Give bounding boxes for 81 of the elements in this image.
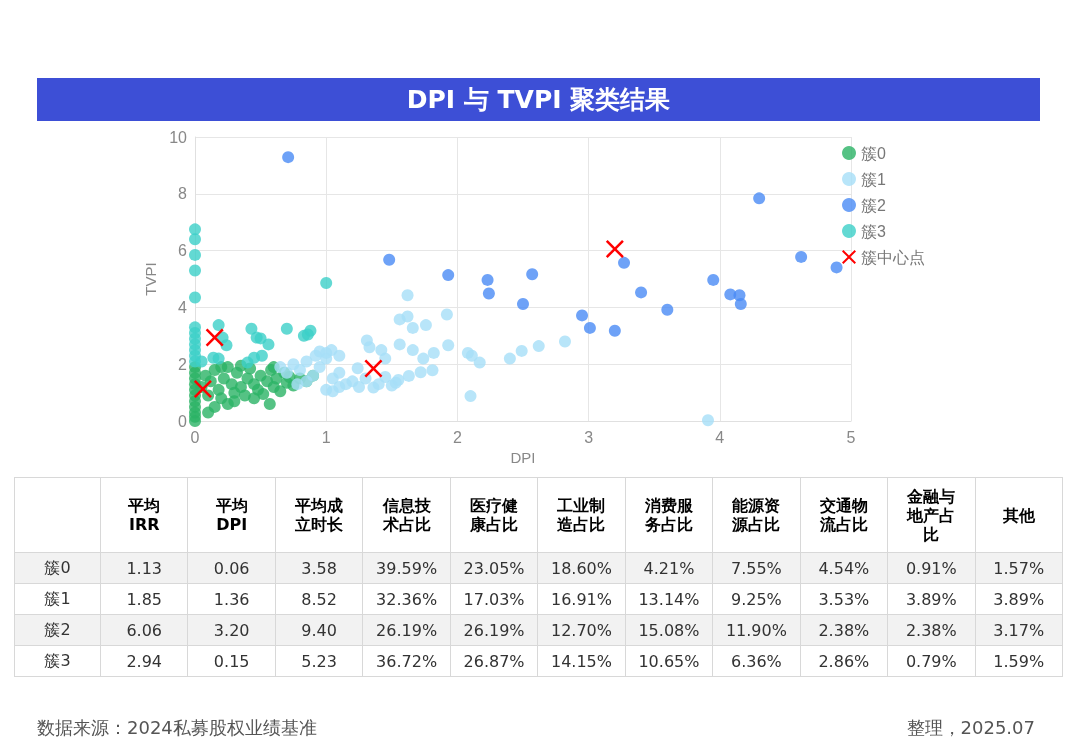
y-tick-label: 6	[178, 242, 188, 260]
text: 3.89%	[993, 589, 1045, 609]
text: 16.91%	[550, 589, 612, 609]
text: 9.25%	[730, 589, 782, 609]
category-label: 金融与地产占比	[887, 477, 976, 553]
text: 1.57%	[993, 558, 1045, 578]
text: 0.79%	[905, 651, 957, 671]
x-tick-label: 3	[584, 428, 594, 446]
text: 1.36	[213, 589, 250, 609]
x-axis-title: DPI	[510, 449, 536, 466]
legend-label: 簇中心点	[861, 248, 925, 266]
text: 5.23	[301, 651, 337, 671]
text: 0.06	[213, 558, 250, 578]
category-label: 平均DPI	[187, 477, 276, 553]
text: 26.19%	[463, 620, 525, 640]
text: 3.53%	[818, 589, 870, 609]
category-label: 簇3	[44, 650, 71, 670]
y-tick-label: 2	[178, 355, 188, 373]
text: 36.72%	[376, 651, 438, 671]
text: 13.14%	[638, 589, 700, 609]
text: 23.05%	[463, 558, 525, 578]
legend-label: 簇0	[861, 144, 886, 162]
text: 17.03%	[463, 589, 525, 609]
category-label: 簇0	[44, 557, 71, 577]
y-tick-label: 8	[178, 185, 188, 203]
text: 3.89%	[905, 589, 957, 609]
text: 6.06	[126, 620, 163, 640]
text: 3.17%	[993, 620, 1045, 640]
text: 15.08%	[638, 620, 700, 640]
text: 32.36%	[376, 589, 438, 609]
x-tick-label: 1	[321, 428, 331, 446]
text: 2.94	[126, 651, 163, 671]
text: 整理，2025.07	[906, 716, 1035, 740]
text: 1.13	[126, 558, 163, 578]
text: 2.38%	[905, 620, 957, 640]
category-label: 消费服务占比	[625, 477, 713, 553]
category-label: 交通物流占比	[800, 477, 888, 553]
text: 3.58	[301, 558, 337, 578]
legend-label: 簇2	[861, 196, 886, 214]
text: 10.65%	[638, 651, 700, 671]
category-label: 平均成立时长	[275, 477, 363, 553]
text: 26.87%	[463, 651, 525, 671]
y-tick-label: 10	[169, 128, 188, 146]
x-tick-label: 4	[715, 428, 725, 446]
legend-label: 簇1	[861, 170, 886, 188]
x-tick-label: 0	[190, 428, 200, 446]
text: 12.70%	[550, 620, 612, 640]
x-tick-label: 5	[846, 428, 856, 446]
text: 14.15%	[550, 651, 612, 671]
category-label: 信息技术占比	[362, 477, 451, 553]
text: 7.55%	[730, 558, 782, 578]
legend-label: 簇3	[861, 222, 886, 240]
text: 1.85	[126, 589, 163, 609]
text: 4.54%	[818, 558, 870, 578]
text: 6.36%	[730, 651, 782, 671]
text: 26.19%	[376, 620, 438, 640]
category-label: 平均IRR	[100, 477, 188, 553]
text: 39.59%	[376, 558, 438, 578]
chart-title: DPI 与 TVPI 聚类结果	[37, 78, 1040, 121]
text: 2.38%	[818, 620, 870, 640]
text: 4.21%	[643, 558, 695, 578]
text: 9.40	[301, 620, 337, 640]
category-label: 其他	[975, 477, 1063, 553]
category-label: 簇1	[44, 588, 71, 608]
text: 0.15	[213, 651, 250, 671]
y-axis-title: TVPI	[142, 262, 160, 296]
text: 8.52	[301, 589, 337, 609]
source-note: 数据来源：2024私募股权业绩基准	[37, 716, 317, 740]
x-tick-label: 2	[452, 428, 462, 446]
text: 1.59%	[993, 651, 1045, 671]
category-label: 能源资源占比	[712, 477, 801, 553]
y-tick-label: 0	[178, 412, 188, 430]
category-label: 工业制造占比	[537, 477, 626, 553]
category-label: 医疗健康占比	[450, 477, 538, 553]
text: 2.86%	[818, 651, 870, 671]
category-label: 簇2	[44, 619, 71, 639]
text: 18.60%	[550, 558, 612, 578]
text: 3.20	[213, 620, 250, 640]
y-tick-label: 4	[178, 298, 188, 316]
text: 11.90%	[725, 620, 787, 640]
text: 0.91%	[905, 558, 957, 578]
